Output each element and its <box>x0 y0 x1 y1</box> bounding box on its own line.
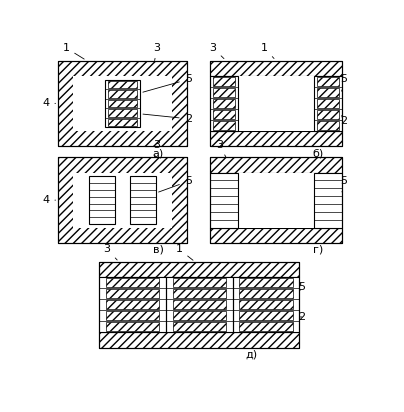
Bar <box>210 76 342 131</box>
Bar <box>130 176 156 224</box>
Bar <box>99 262 299 348</box>
Bar <box>106 300 159 309</box>
Text: 4: 4 <box>42 195 55 205</box>
Text: 4: 4 <box>42 98 55 108</box>
Bar <box>108 109 137 117</box>
Bar <box>213 99 235 108</box>
Bar <box>58 157 187 243</box>
Text: 5: 5 <box>340 75 347 91</box>
Bar <box>99 332 299 348</box>
Bar <box>233 277 299 332</box>
Bar <box>210 173 238 228</box>
Bar <box>239 323 293 331</box>
Bar <box>317 99 339 108</box>
Bar <box>89 176 115 224</box>
Text: 5: 5 <box>143 75 192 92</box>
Text: а): а) <box>153 148 164 158</box>
Text: 5: 5 <box>340 176 347 192</box>
Bar <box>233 277 299 332</box>
Bar <box>210 76 238 131</box>
Text: 5: 5 <box>158 176 192 192</box>
Text: д): д) <box>245 350 257 360</box>
Bar <box>166 277 233 332</box>
Bar <box>317 77 339 86</box>
Bar <box>210 157 342 243</box>
Bar <box>213 77 235 86</box>
Bar <box>58 61 187 146</box>
Bar <box>166 277 233 332</box>
Bar <box>106 323 159 331</box>
Bar <box>106 311 159 320</box>
Bar <box>210 61 342 76</box>
Bar <box>99 277 299 332</box>
Bar <box>173 323 226 331</box>
Bar <box>210 76 238 131</box>
Text: 3: 3 <box>103 244 117 260</box>
Bar <box>210 131 342 146</box>
Text: 2: 2 <box>143 114 192 124</box>
Bar <box>314 173 342 228</box>
Text: 2: 2 <box>299 312 305 322</box>
Bar <box>239 279 293 287</box>
Text: 3: 3 <box>154 140 161 157</box>
Bar <box>173 289 226 298</box>
Bar <box>105 80 140 127</box>
Text: 5: 5 <box>299 282 305 292</box>
Bar <box>89 176 115 224</box>
Text: 1: 1 <box>63 43 84 59</box>
Text: 3: 3 <box>154 43 161 61</box>
Text: г): г) <box>313 245 323 255</box>
Text: 1: 1 <box>176 244 193 260</box>
Bar <box>317 121 339 130</box>
Bar <box>173 311 226 320</box>
Bar <box>99 277 166 332</box>
Bar <box>108 119 137 126</box>
Bar <box>317 110 339 119</box>
Bar <box>173 300 226 309</box>
Text: 3: 3 <box>216 140 226 157</box>
Bar <box>210 157 342 173</box>
Bar <box>99 262 299 277</box>
Bar <box>239 300 293 309</box>
Bar <box>210 173 342 228</box>
Bar <box>108 100 137 107</box>
Bar <box>314 76 342 131</box>
Bar <box>58 61 187 146</box>
Bar <box>108 81 137 88</box>
Text: б): б) <box>312 148 324 158</box>
Bar <box>74 173 172 228</box>
Text: 1: 1 <box>261 43 274 59</box>
Text: 2: 2 <box>340 115 347 126</box>
Bar <box>130 176 156 224</box>
Bar <box>105 80 140 127</box>
Bar <box>213 88 235 97</box>
Bar <box>213 121 235 130</box>
Bar <box>210 173 238 228</box>
Bar <box>99 277 166 332</box>
Bar <box>74 76 172 131</box>
Bar <box>106 289 159 298</box>
Bar <box>317 88 339 97</box>
Bar <box>239 289 293 298</box>
Bar <box>314 173 342 228</box>
Bar <box>108 90 137 98</box>
Bar <box>314 76 342 131</box>
Text: в): в) <box>153 245 164 255</box>
Bar <box>106 279 159 287</box>
Bar <box>239 311 293 320</box>
Bar <box>210 228 342 243</box>
Bar <box>210 61 342 146</box>
Bar <box>213 110 235 119</box>
Text: 3: 3 <box>209 43 224 59</box>
Bar <box>58 157 187 243</box>
Bar <box>173 279 226 287</box>
